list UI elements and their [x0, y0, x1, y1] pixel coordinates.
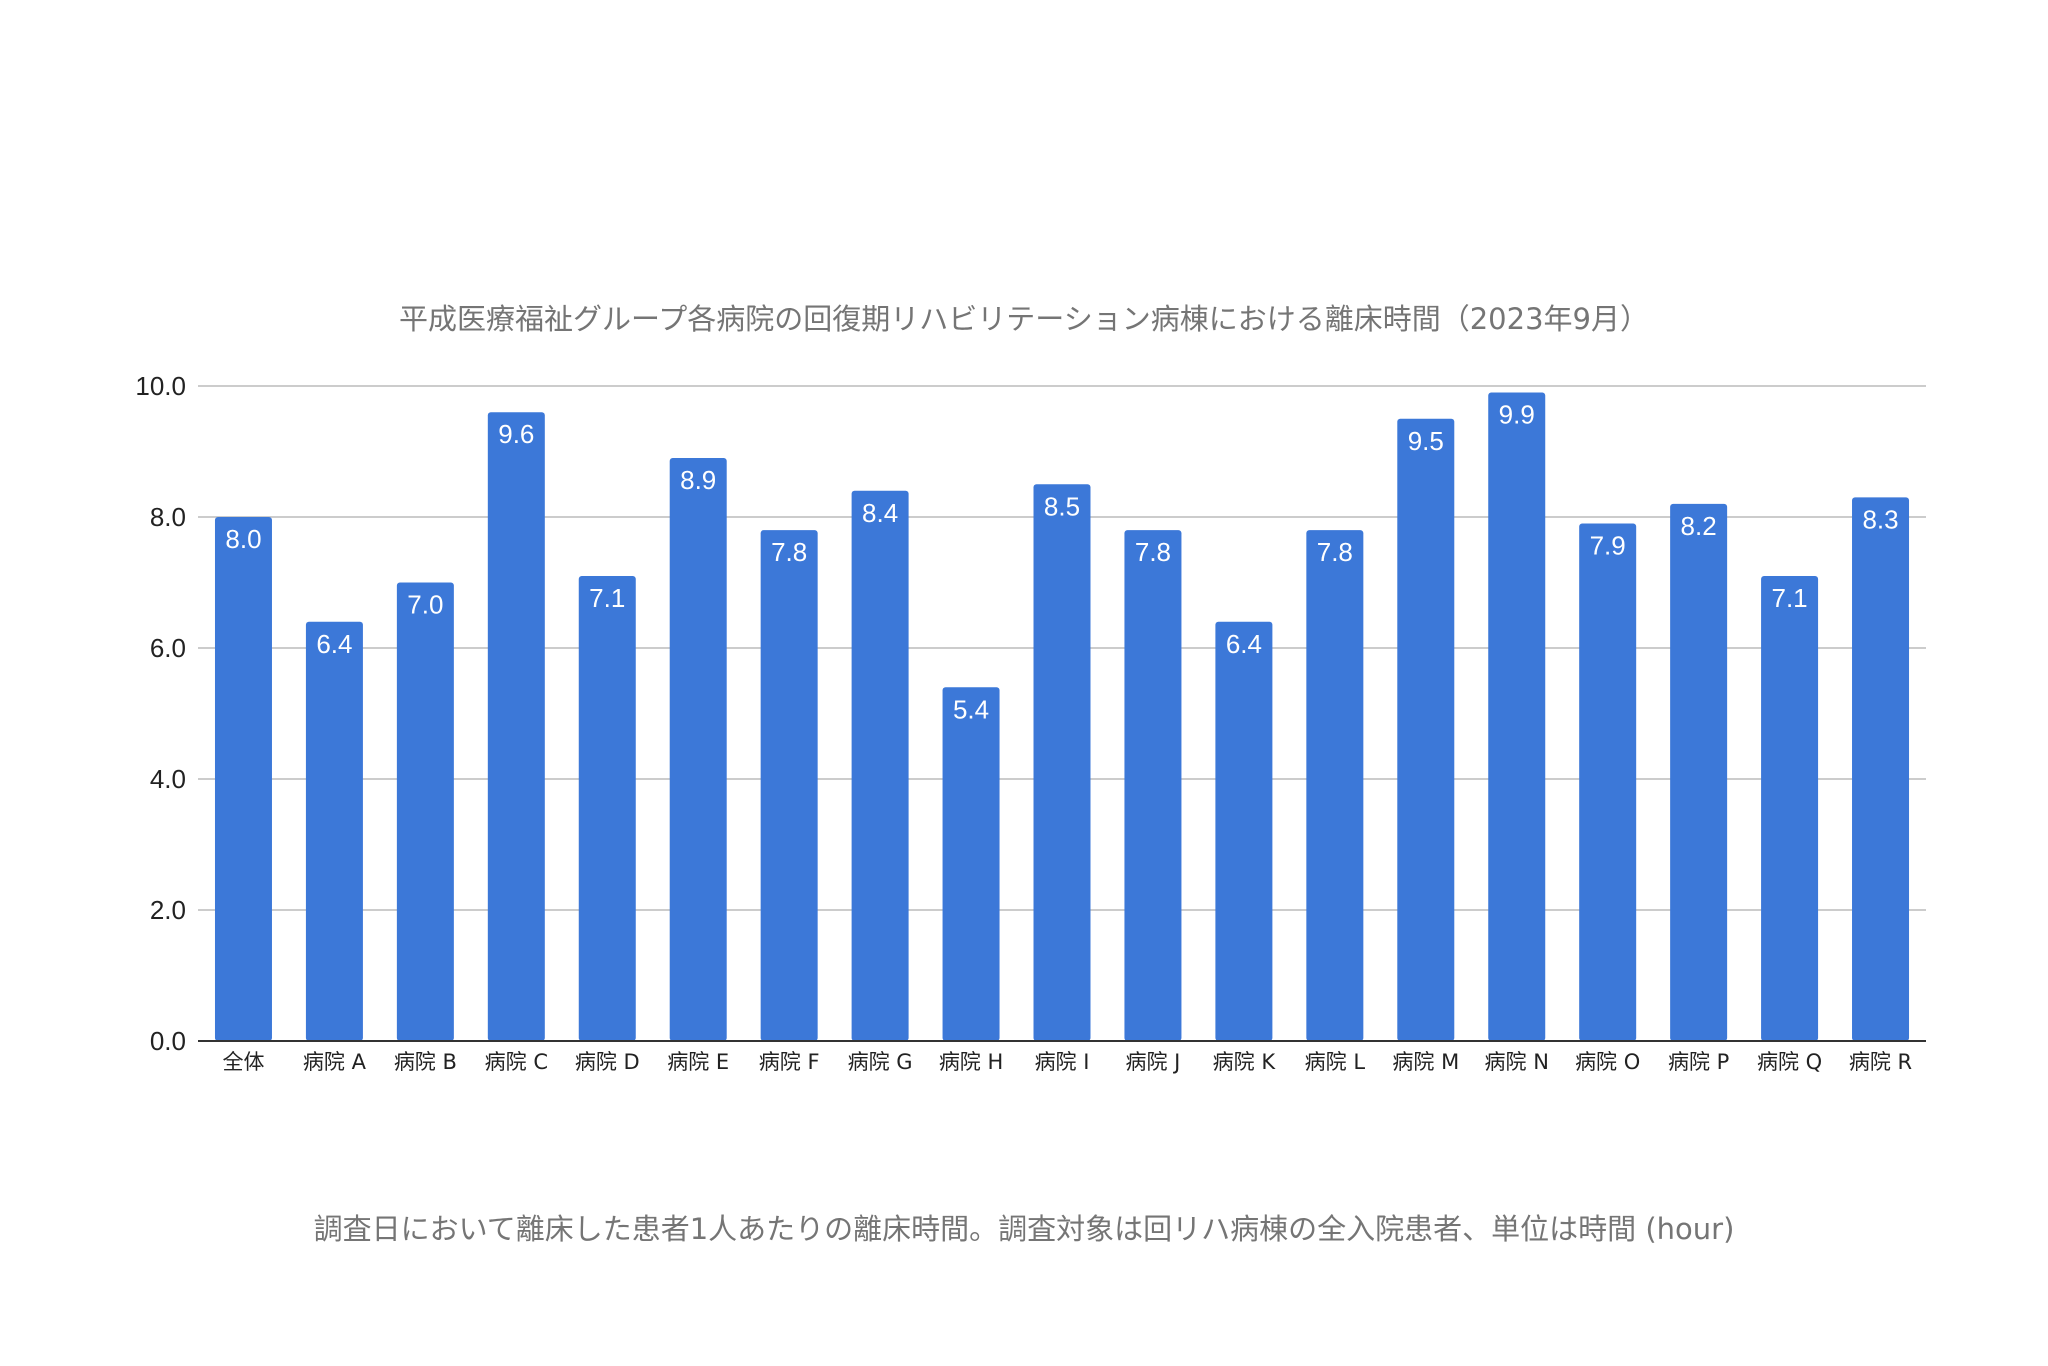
x-tick-label: 病院 I [1035, 1050, 1090, 1074]
bar [851, 490, 909, 1041]
bar-value-label: 8.5 [1044, 491, 1080, 521]
bar-value-label: 7.1 [1772, 583, 1808, 613]
bar [1215, 621, 1273, 1041]
y-tick-label: 6.0 [150, 633, 186, 663]
bar [1033, 484, 1091, 1041]
bar-value-label: 7.1 [589, 583, 625, 613]
bar [305, 621, 363, 1041]
bar [1124, 530, 1182, 1041]
y-tick-label: 4.0 [150, 764, 186, 794]
bar-value-label: 7.8 [1135, 537, 1171, 567]
bar [396, 582, 454, 1041]
x-tick-label: 病院 G [848, 1050, 913, 1074]
bar-value-label: 7.9 [1590, 531, 1626, 561]
bar [760, 530, 818, 1041]
bar [1852, 497, 1910, 1042]
bar [1488, 392, 1546, 1041]
y-tick-label: 2.0 [150, 895, 186, 925]
bar-value-label: 6.4 [316, 629, 352, 659]
chart-caption: 調査日において離床した患者1人あたりの離床時間。調査対象は回リハ病棟の全入院患者… [313, 1212, 1735, 1246]
y-tick-label: 10.0 [135, 371, 186, 401]
x-tick-label: 病院 E [667, 1050, 729, 1074]
bar-value-label: 6.4 [1226, 629, 1262, 659]
bar [1306, 530, 1364, 1041]
bar [1761, 575, 1819, 1041]
x-tick-label: 病院 N [1485, 1050, 1549, 1074]
x-tick-label: 病院 R [1849, 1050, 1912, 1074]
x-tick-label: 病院 D [575, 1050, 640, 1074]
x-tick-label: 病院 K [1213, 1050, 1277, 1074]
bar-value-label: 8.0 [225, 524, 261, 554]
bar-value-label: 7.8 [1317, 537, 1353, 567]
bar-value-label: 7.0 [407, 590, 443, 620]
x-tick-label: 病院 H [939, 1050, 1003, 1074]
x-tick-label: 病院 F [759, 1050, 820, 1074]
bar-value-label: 5.4 [953, 694, 989, 724]
y-tick-label: 0.0 [150, 1026, 186, 1056]
x-tick-label: 病院 B [394, 1050, 457, 1074]
bar [487, 412, 545, 1041]
bar [1670, 503, 1728, 1041]
x-tick-label: 病院 C [485, 1050, 548, 1074]
bar [1579, 523, 1637, 1041]
bar-value-label: 9.9 [1499, 400, 1535, 430]
bar-value-label: 9.5 [1408, 426, 1444, 456]
bar [669, 458, 727, 1041]
bar-value-label: 7.8 [771, 537, 807, 567]
bar-value-label: 8.9 [680, 465, 716, 495]
bar-value-label: 8.4 [862, 498, 898, 528]
bar-value-label: 8.3 [1862, 504, 1898, 534]
bar [214, 517, 272, 1041]
x-tick-label: 病院 L [1305, 1050, 1366, 1074]
x-tick-label: 病院 P [1668, 1050, 1729, 1074]
bar-value-label: 9.6 [498, 419, 534, 449]
x-tick-label: 全体 [222, 1050, 264, 1074]
x-tick-label: 病院 J [1126, 1050, 1181, 1074]
bar [942, 687, 1000, 1041]
y-tick-label: 8.0 [150, 502, 186, 532]
bar [578, 575, 636, 1041]
x-tick-label: 病院 Q [1757, 1050, 1822, 1074]
chart-title: 平成医療福祉グループ各病院の回復期リハビリテーション病棟における離床時間（202… [399, 302, 1649, 336]
x-tick-label: 病院 M [1392, 1050, 1459, 1074]
bar-value-label: 8.2 [1681, 511, 1717, 541]
bar [1397, 418, 1455, 1041]
x-tick-label: 病院 A [303, 1050, 367, 1074]
x-tick-label: 病院 O [1575, 1050, 1640, 1074]
